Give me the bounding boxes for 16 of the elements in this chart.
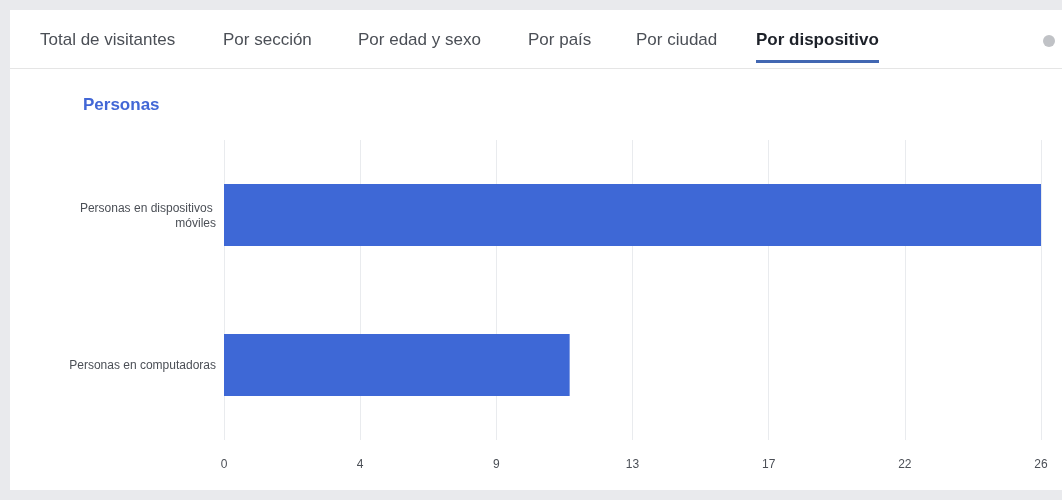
text: Por ciudad [636,30,718,50]
text: Por edad y sexo [358,30,481,50]
text: Total de visitantes [40,30,176,50]
x-tick-label: 9 [493,457,500,471]
text: Por país [528,30,592,50]
x-tick-label: 22 [898,457,912,471]
x-tick-label: 13 [625,457,640,471]
chart-title: Personas [83,95,160,115]
text: Por dispositivo [756,30,879,63]
x-tick-label: 26 [1034,457,1048,471]
text: Por sección [223,30,312,50]
y-tick-label: Personas en dispositivos móviles [79,200,216,230]
x-tick-label: 0 [220,457,228,471]
x-tick-label: 4 [356,457,364,471]
x-tick-label: 17 [761,457,776,471]
y-tick-label: Personas en computadoras [69,358,216,372]
